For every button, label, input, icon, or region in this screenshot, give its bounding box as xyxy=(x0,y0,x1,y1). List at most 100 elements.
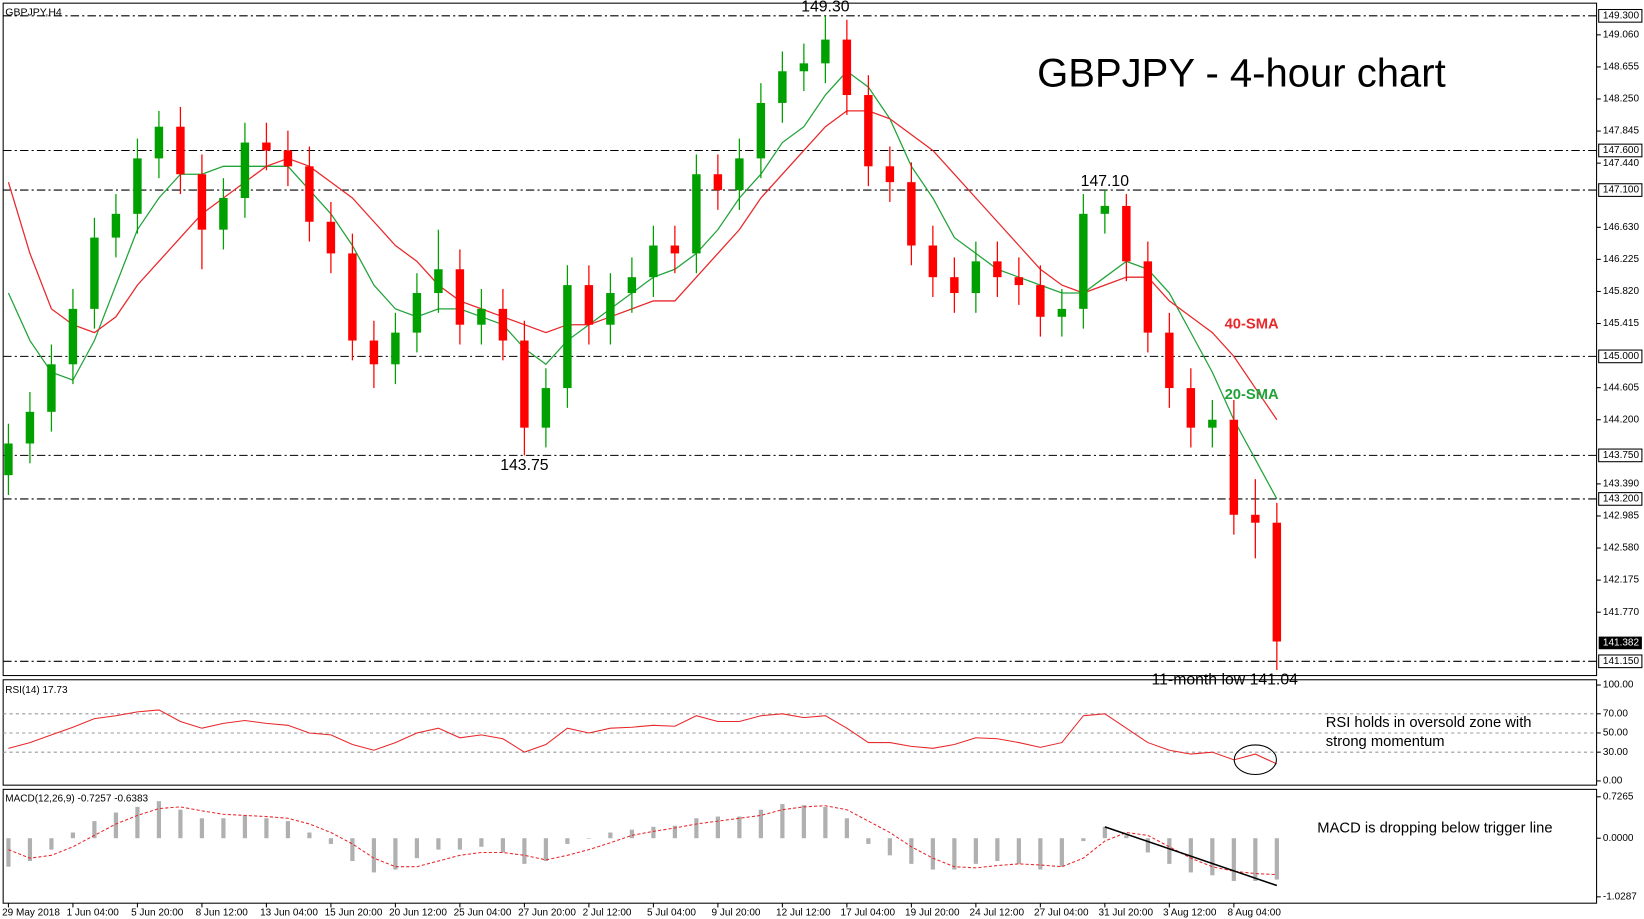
x-tick-label: 15 Jun 20:00 xyxy=(325,907,383,918)
candle-body xyxy=(477,308,486,325)
macd-bar xyxy=(844,818,849,839)
candle-body xyxy=(348,253,357,341)
last-price-box xyxy=(1598,636,1642,650)
macd-bar xyxy=(350,838,355,862)
macd-bar xyxy=(264,818,269,839)
macd-bar xyxy=(1167,838,1172,864)
level-box xyxy=(1598,492,1643,506)
candle-body xyxy=(799,63,809,72)
y-tick-label: 142.985 xyxy=(1603,511,1640,522)
candle-body xyxy=(305,166,314,222)
candle-body xyxy=(950,277,959,294)
macd-annotation: MACD is dropping below trigger line xyxy=(1317,820,1552,836)
y-tick-label: 144.605 xyxy=(1603,382,1640,393)
sma-label: 40-SMA xyxy=(1225,316,1279,332)
macd-label: MACD(12,26,9) -0.7257 -0.6383 xyxy=(5,793,148,804)
macd-bar xyxy=(221,818,226,839)
price-annotation: 147.10 xyxy=(1081,173,1130,190)
macd-bar xyxy=(973,838,978,864)
candle-body xyxy=(520,340,529,428)
candle-body xyxy=(498,308,508,341)
candle-body xyxy=(47,364,56,412)
candle-body xyxy=(649,245,658,278)
candle-body xyxy=(713,174,723,191)
macd-bar xyxy=(178,809,183,839)
level-box xyxy=(1598,8,1643,23)
x-tick-label: 8 Aug 04:00 xyxy=(1228,907,1282,918)
candle-body xyxy=(154,126,164,159)
y-tick-label: 147.440 xyxy=(1603,158,1640,169)
candle-body xyxy=(111,213,121,238)
y-tick-label: 149.060 xyxy=(1603,29,1640,40)
macd-bar xyxy=(500,838,506,853)
y-tick-label: 30.00 xyxy=(1603,747,1628,758)
macd-bar xyxy=(1188,838,1193,873)
candle-body xyxy=(1272,522,1282,642)
level-label: 149.300 xyxy=(1603,10,1640,21)
macd-bar xyxy=(887,838,892,856)
rsi-line xyxy=(8,709,1278,765)
sma-line xyxy=(7,70,1278,500)
candle-body xyxy=(907,182,916,246)
macd-bar xyxy=(651,826,656,839)
price-panel xyxy=(2,2,1598,677)
x-tick-label: 17 Jul 04:00 xyxy=(841,907,896,918)
y-tick-label: 142.175 xyxy=(1603,575,1640,586)
candle-body xyxy=(1036,285,1045,317)
candle-body xyxy=(434,269,443,294)
y-tick-label: 143.390 xyxy=(1603,479,1640,490)
y-tick-label: 146.630 xyxy=(1603,222,1640,233)
macd-bar xyxy=(199,818,205,839)
candle-body xyxy=(756,102,766,159)
level-box xyxy=(1598,183,1643,197)
candle-body xyxy=(842,39,852,96)
y-tick-label: 50.00 xyxy=(1603,728,1628,739)
macd-bar xyxy=(92,821,97,839)
candle-body xyxy=(1165,332,1174,389)
macd-bar xyxy=(1124,835,1129,839)
x-tick-label: 1 Jun 04:00 xyxy=(67,907,120,918)
candle-body xyxy=(262,142,271,151)
x-tick-label: 19 Jul 20:00 xyxy=(905,907,960,918)
candle-body xyxy=(412,293,422,333)
macd-bar xyxy=(242,815,248,839)
macd-bar xyxy=(586,838,591,839)
candle-body xyxy=(1251,514,1260,523)
macd-bar xyxy=(565,838,570,844)
macd-bar xyxy=(758,809,763,839)
macd-panel xyxy=(2,788,1598,904)
macd-bar xyxy=(1081,838,1086,842)
rsi-annotation: RSI holds in oversold zone with xyxy=(1326,715,1532,731)
candle-body xyxy=(1186,388,1196,428)
x-tick-label: 24 Jul 12:00 xyxy=(970,907,1025,918)
y-tick-label: 70.00 xyxy=(1603,708,1628,719)
candle-body xyxy=(1079,213,1088,309)
candle-body xyxy=(326,221,336,254)
candle-body xyxy=(90,237,99,309)
y-tick-label: 148.655 xyxy=(1603,62,1640,73)
macd-bar xyxy=(1059,838,1064,867)
level-box xyxy=(1598,654,1643,669)
candle-body xyxy=(240,142,250,198)
macd-bar xyxy=(49,838,54,850)
y-tick-label: 0.7265 xyxy=(1603,791,1634,802)
macd-bar xyxy=(6,838,11,867)
x-tick-label: 29 May 2018 xyxy=(2,907,60,918)
y-tick-label: 141.770 xyxy=(1603,607,1640,618)
macd-bar xyxy=(1231,838,1236,881)
macd-bar xyxy=(1016,838,1021,864)
candle-body xyxy=(670,245,680,254)
macd-bar xyxy=(1145,838,1150,853)
y-tick-label: 0.00 xyxy=(1603,776,1623,787)
macd-bar xyxy=(1274,838,1279,880)
candle-body xyxy=(1014,277,1024,286)
candle-body xyxy=(133,158,142,214)
candle-body xyxy=(928,245,938,278)
macd-bar xyxy=(285,821,291,839)
macd-bar xyxy=(436,838,441,850)
macd-bar xyxy=(393,838,398,870)
x-tick-label: 12 Jul 12:00 xyxy=(776,907,831,918)
level-label: 143.750 xyxy=(1603,450,1640,461)
